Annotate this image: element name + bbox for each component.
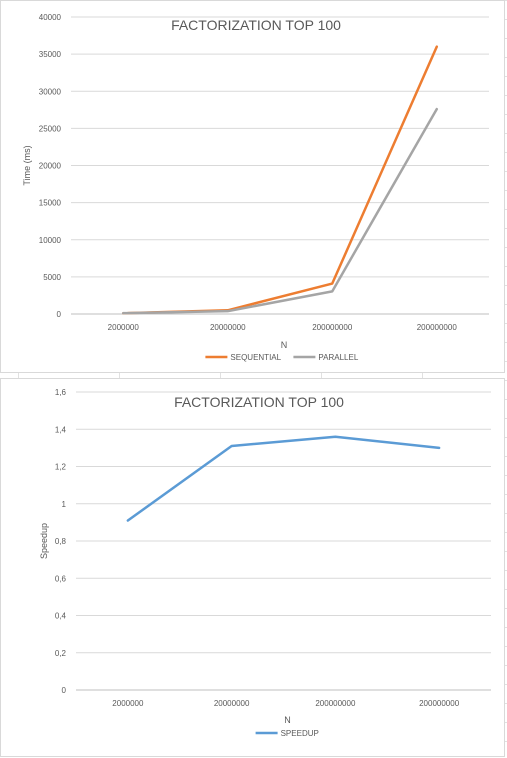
- chart1-y-tick-label: 5000: [43, 273, 61, 282]
- chart2-y-tick-label: 1,2: [55, 463, 67, 472]
- chart2-y-tick-label: 0,2: [55, 649, 67, 658]
- chart1-legend-label: PARALLEL: [318, 353, 358, 362]
- chart1-x-tick-label: 2000000: [108, 323, 140, 332]
- chart1-y-tick-label: 0: [57, 310, 62, 319]
- speedup-chart[interactable]: 0 0,2 0,4 0,6 0,8 1 1,2 1,4 1,6 2000000 20000000 20…: [0, 378, 505, 757]
- chart1-y-axis-title: Time (ms): [22, 145, 32, 185]
- chart1-title: FACTORIZATION TOP 100: [171, 17, 341, 33]
- chart2-y-tick-label: 0: [62, 686, 67, 695]
- chart1-legend-label: SEQUENTIAL: [230, 353, 281, 362]
- chart1-series-line-parallel: [122, 107, 438, 315]
- chart1-y-tick-label: 20000: [39, 162, 62, 171]
- chart1-series-line-sequential: [122, 45, 438, 315]
- chart1-y-tick-label: 40000: [39, 13, 62, 22]
- chart1-y-tick-label: 15000: [39, 199, 62, 208]
- chart2-y-tick-label: 1: [62, 500, 67, 509]
- chart2-x-tick-label: 200000000: [315, 699, 356, 708]
- chart1-y-tick-label: 10000: [39, 236, 62, 245]
- chart2-legend-label: SPEEDUP: [281, 729, 319, 738]
- chart2-y-axis-title: Speedup: [39, 523, 49, 559]
- chart1-y-tick-label: 25000: [39, 124, 62, 133]
- chart1-x-tick-label: 200000000: [312, 323, 353, 332]
- time-chart-svg: 0 5000 10000 15000 20000 25000 30000 35000 40000…: [22, 13, 489, 362]
- time-chart[interactable]: 0 5000 10000 15000 20000 25000 30000 35000 40000…: [0, 0, 505, 373]
- chart1-y-tick-label: 30000: [39, 87, 62, 96]
- chart2-series-line-speedup: [126, 435, 441, 522]
- chart1-y-tick-label: 35000: [39, 50, 62, 59]
- speedup-chart-svg: 0 0,2 0,4 0,6 0,8 1 1,2 1,4 1,6 2000000 20000000 20…: [39, 388, 491, 738]
- chart1-x-tick-label: 20000000: [210, 323, 246, 332]
- chart2-title: FACTORIZATION TOP 100: [174, 394, 344, 410]
- chart2-y-tick-label: 1,6: [55, 388, 67, 397]
- chart2-x-axis-title: N: [284, 715, 291, 725]
- chart1-x-axis-title: N: [281, 340, 288, 350]
- chart2-y-tick-label: 0,6: [55, 574, 67, 583]
- chart2-x-tick-label: 200000000: [419, 699, 460, 708]
- chart2-x-tick-label: 2000000: [112, 699, 144, 708]
- chart2-y-tick-label: 0,8: [55, 537, 67, 546]
- chart1-x-tick-label: 200000000: [417, 323, 458, 332]
- chart2-y-tick-label: 0,4: [55, 612, 67, 621]
- chart2-y-tick-label: 1,4: [55, 425, 67, 434]
- chart2-x-tick-label: 20000000: [214, 699, 250, 708]
